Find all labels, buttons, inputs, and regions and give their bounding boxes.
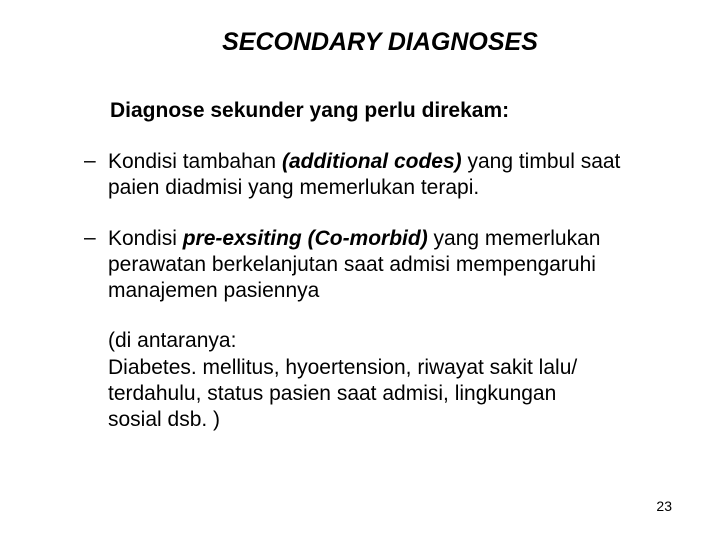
- bullet-pre: Kondisi tambahan: [108, 150, 282, 173]
- bullet-item-1: – Kondisi tambahan (additional codes) ya…: [80, 149, 660, 202]
- bullet-pre: Kondisi: [108, 227, 183, 250]
- bullet-dash: –: [80, 226, 108, 250]
- paren-note: (di antaranya: Diabetes. mellitus, hyoer…: [108, 328, 660, 433]
- paren-line: terdahulu, status pasien saat admisi, li…: [108, 381, 660, 407]
- bullet-text: Kondisi tambahan (additional codes) yang…: [108, 149, 660, 202]
- bullet-emphasis: pre-exsiting (Co-morbid): [183, 227, 428, 250]
- paren-line: Diabetes. mellitus, hyoertension, riwaya…: [108, 355, 660, 381]
- paren-line: sosial dsb. ): [108, 407, 660, 433]
- slide-title: SECONDARY DIAGNOSES: [100, 28, 660, 57]
- bullet-emphasis: (additional codes): [282, 150, 462, 173]
- slide-subtitle: Diagnose sekunder yang perlu direkam:: [110, 99, 660, 123]
- bullet-item-2: – Kondisi pre-exsiting (Co-morbid) yang …: [80, 226, 660, 305]
- bullet-dash: –: [80, 149, 108, 173]
- paren-line: (di antaranya:: [108, 328, 660, 354]
- page-number: 23: [656, 498, 672, 514]
- bullet-text: Kondisi pre-exsiting (Co-morbid) yang me…: [108, 226, 660, 305]
